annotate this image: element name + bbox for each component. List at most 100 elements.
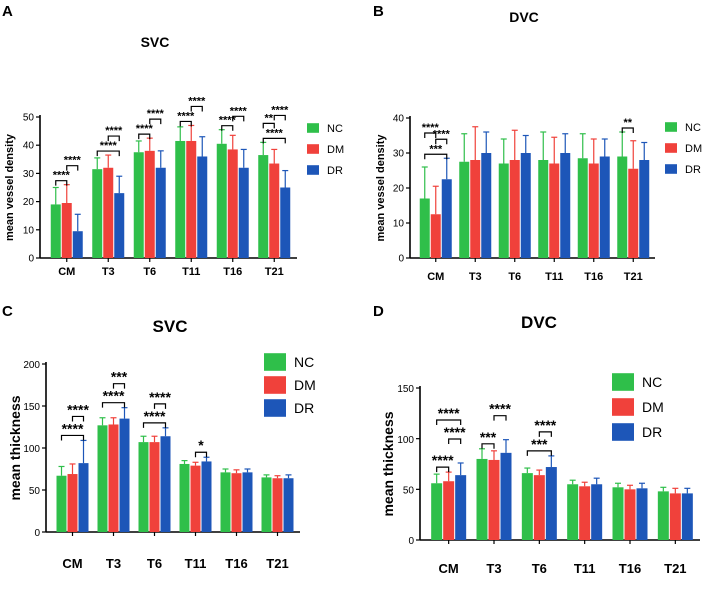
x-tick-label: T16 bbox=[225, 556, 247, 571]
x-tick-label: T3 bbox=[469, 271, 482, 283]
chart-title: DVC bbox=[509, 9, 539, 25]
x-tick-label: T3 bbox=[106, 556, 121, 571]
significance-label: **** bbox=[136, 123, 154, 135]
significance-bracket bbox=[138, 133, 151, 140]
y-axis-label: mean vessel density bbox=[375, 134, 387, 242]
significance-label: * bbox=[198, 437, 204, 453]
legend-label-dr: DR bbox=[294, 400, 314, 416]
bar-dm-t6 bbox=[144, 150, 155, 258]
bar-dr-t6 bbox=[520, 153, 531, 258]
legend-swatch-dm bbox=[612, 398, 634, 416]
bar-nc-t6 bbox=[138, 442, 149, 532]
bar-dm-t3 bbox=[488, 459, 500, 540]
bar-dr-cm bbox=[72, 231, 83, 258]
x-tick-label: T6 bbox=[143, 266, 156, 278]
legend-label-dr: DR bbox=[327, 165, 343, 177]
significance-label: **** bbox=[64, 155, 82, 167]
significance-label: *** bbox=[480, 429, 497, 445]
significance-label: **** bbox=[177, 110, 195, 122]
y-tick-label: 0 bbox=[34, 528, 40, 539]
y-axis-label: mean thickness bbox=[7, 395, 23, 500]
significance-label: **** bbox=[103, 388, 125, 404]
bar-nc-t16 bbox=[612, 487, 624, 540]
chart-title: SVC bbox=[141, 34, 170, 50]
significance-bracket bbox=[538, 431, 552, 437]
significance-label: **** bbox=[105, 125, 123, 137]
significance-bracket bbox=[96, 150, 120, 157]
bar-dr-t6 bbox=[545, 467, 557, 540]
bar-dm-cm bbox=[430, 214, 441, 258]
significance-label: **** bbox=[534, 417, 556, 433]
bar-dm-t11 bbox=[579, 486, 591, 540]
panel-label: B bbox=[373, 3, 384, 20]
bar-nc-t6 bbox=[521, 473, 533, 540]
x-tick-label: T21 bbox=[265, 266, 284, 278]
significance-label: **** bbox=[438, 405, 460, 421]
significance-label: **** bbox=[188, 95, 206, 107]
significance-label: ** bbox=[623, 117, 632, 129]
bar-dr-t6 bbox=[160, 436, 171, 532]
bar-dm-cm bbox=[61, 203, 72, 258]
significance-label: **** bbox=[444, 424, 466, 440]
x-tick-label: T11 bbox=[182, 266, 200, 278]
bar-nc-t3 bbox=[92, 169, 103, 258]
legend-swatch-nc bbox=[612, 373, 634, 391]
panel-a: A SVC mean vessel density 0 10 20 30 40 50 CM T3 T6… bbox=[2, 3, 344, 278]
significance-bracket bbox=[142, 422, 167, 428]
bar-dm-t16 bbox=[231, 473, 242, 532]
x-tick-label: T11 bbox=[574, 561, 596, 576]
significance-label: **** bbox=[147, 108, 165, 120]
significance-label: **** bbox=[219, 115, 237, 127]
y-axis-label: mean thickness bbox=[380, 411, 396, 516]
y-tick-label: 50 bbox=[23, 113, 35, 124]
bar-nc-cm bbox=[419, 198, 430, 258]
bar-nc-t21 bbox=[258, 155, 269, 258]
panel-c: C SVC mean thickness 0 50 100 150 200 CM T3 T6 T11 T… bbox=[2, 303, 316, 571]
bar-dm-t6 bbox=[149, 442, 160, 532]
legend-label-dm: DM bbox=[642, 399, 664, 415]
bar-dr-t6 bbox=[155, 167, 166, 258]
significance-bracket bbox=[526, 450, 552, 456]
legend-label-nc: NC bbox=[642, 374, 662, 390]
significance-label: **** bbox=[271, 104, 289, 116]
bar-dr-cm bbox=[441, 179, 452, 258]
significance-label: **** bbox=[433, 128, 451, 140]
bar-dr-t21 bbox=[283, 478, 294, 532]
legend-label-nc: NC bbox=[294, 354, 314, 370]
y-tick-label: 150 bbox=[23, 402, 40, 413]
bar-dr-t3 bbox=[481, 153, 492, 258]
significance-bracket bbox=[101, 402, 126, 408]
bar-dr-t11 bbox=[591, 484, 603, 540]
significance-bracket bbox=[153, 403, 167, 409]
bar-dm-t3 bbox=[103, 167, 114, 258]
legend-label-nc: NC bbox=[327, 123, 343, 135]
bar-nc-t16 bbox=[220, 472, 231, 532]
y-tick-label: 50 bbox=[29, 486, 41, 497]
bar-dm-t16 bbox=[227, 149, 238, 258]
significance-bracket bbox=[66, 165, 79, 171]
bar-dm-t3 bbox=[470, 160, 481, 258]
y-tick-label: 20 bbox=[393, 184, 405, 195]
legend-swatch-dr bbox=[665, 164, 677, 174]
bar-dr-cm bbox=[455, 475, 467, 540]
significance-bracket bbox=[493, 415, 507, 421]
x-tick-label: T6 bbox=[508, 271, 521, 283]
bar-nc-t11 bbox=[175, 140, 186, 258]
bar-dr-t3 bbox=[500, 452, 512, 540]
y-tick-label: 10 bbox=[393, 219, 405, 230]
bar-dm-t16 bbox=[588, 163, 599, 258]
bar-dr-t16 bbox=[599, 156, 610, 258]
significance-label: *** bbox=[111, 369, 128, 385]
y-tick-label: 0 bbox=[28, 254, 34, 265]
bar-dm-t3 bbox=[108, 424, 119, 532]
x-tick-label: CM bbox=[62, 556, 82, 571]
bar-dm-t21 bbox=[272, 478, 283, 532]
y-tick-label: 100 bbox=[397, 435, 414, 446]
significance-label: **** bbox=[62, 420, 84, 436]
bar-nc-t16 bbox=[577, 158, 588, 258]
legend-label-dr: DR bbox=[642, 424, 662, 440]
bar-nc-t3 bbox=[97, 425, 108, 532]
significance-bracket bbox=[424, 153, 448, 160]
panel-b: B DVC mean vessel density 0 10 20 30 40 CM T3 T6 T1… bbox=[373, 3, 702, 283]
